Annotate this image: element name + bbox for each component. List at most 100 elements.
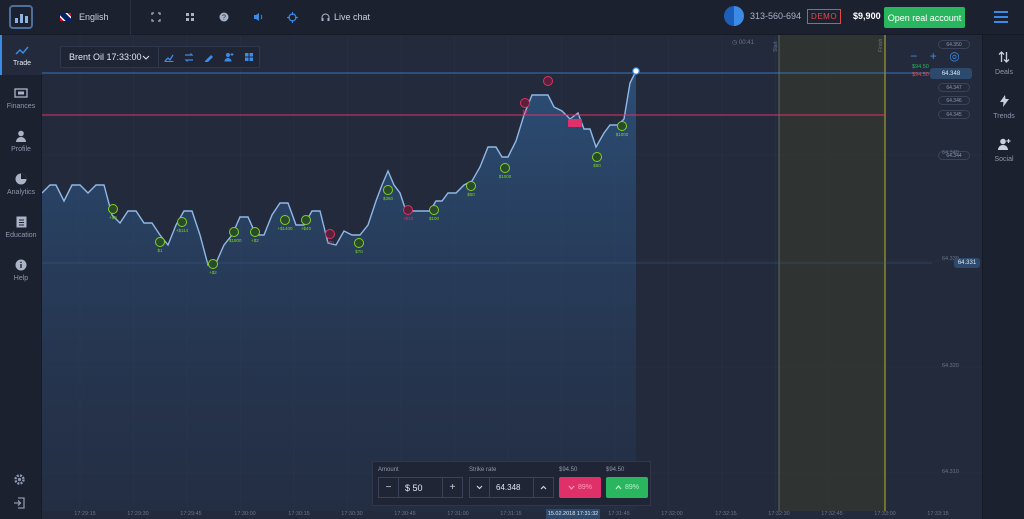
deal-marker[interactable] [177, 217, 187, 227]
time-tick: 17:32:00 [661, 511, 683, 517]
call-price-label: $94.50 [606, 467, 625, 473]
logo[interactable] [0, 0, 42, 35]
sort-arrows-icon [998, 50, 1010, 66]
deal-amount-label: $1 [157, 248, 163, 253]
put-button[interactable]: 89% [559, 477, 601, 498]
sidebar-item-education[interactable]: Education [0, 207, 42, 247]
deal-marker[interactable] [325, 229, 335, 239]
sidebar-item-label: Education [5, 231, 37, 239]
wallet-icon [14, 87, 28, 99]
strike-up-icon[interactable] [533, 478, 553, 497]
sound-icon[interactable] [251, 10, 265, 24]
put-payout: 89% [577, 484, 592, 491]
strike-rate-stepper[interactable]: 64.348 [469, 477, 554, 498]
deal-marker[interactable] [301, 215, 311, 225]
deal-marker[interactable] [592, 152, 602, 162]
time-tick: 17:30:45 [394, 511, 416, 517]
deal-marker[interactable] [155, 237, 165, 247]
deal-marker[interactable] [500, 163, 510, 173]
deal-marker[interactable] [280, 215, 290, 225]
price-box: 64.344 [938, 151, 970, 160]
grid-icon[interactable] [183, 10, 197, 24]
time-frame-icon[interactable] [179, 46, 199, 68]
deal-marker[interactable] [543, 76, 553, 86]
amount-stepper[interactable]: − $ 50 + [378, 477, 463, 498]
sidebar-item-analytics[interactable]: Analytics [0, 164, 42, 204]
indicators-icon[interactable] [219, 46, 239, 68]
sidebar-item-social[interactable]: Social [983, 130, 1024, 170]
trade-panel: Amount − $ 50 + Strike rate 64.348 $94.5… [372, 461, 651, 506]
chevron-down-icon [142, 55, 150, 60]
deal-marker[interactable] [520, 98, 530, 108]
sidebar-item-trends[interactable]: Trends [983, 87, 1024, 127]
deal-marker[interactable] [354, 238, 364, 248]
demo-badge[interactable]: DEMO [807, 8, 842, 24]
lightning-icon [999, 94, 1009, 110]
hamburger-menu-icon[interactable] [994, 11, 1008, 23]
zoom-in-button[interactable]: + [929, 49, 937, 63]
time-tick: 17:31:45 [608, 511, 630, 517]
asset-select[interactable]: Brent Oil 17:33:00 [61, 46, 159, 68]
live-chat-label: Live chat [334, 12, 371, 22]
sidebar-item-label: Help [13, 274, 29, 282]
logout-icon[interactable] [13, 497, 27, 511]
deal-marker[interactable] [250, 227, 260, 237]
live-chat-button[interactable]: Live chat [321, 12, 370, 22]
price-tick: 64.310 [942, 469, 959, 475]
start-line-label: Start [773, 41, 779, 52]
deal-marker[interactable] [429, 205, 439, 215]
deal-marker[interactable] [617, 121, 627, 131]
price-tick: 64.340 [942, 150, 959, 156]
zoom-out-button[interactable]: − [910, 49, 918, 63]
price-box: 64.350 [938, 40, 970, 49]
drawing-tools-icon[interactable] [199, 46, 219, 68]
sidebar-item-deals[interactable]: Deals [983, 43, 1024, 83]
sidebar-item-label: Profile [11, 145, 31, 153]
deal-marker[interactable] [383, 185, 393, 195]
price-axis: 64.350 64.347 64.346 64.345 64.344 64.34… [934, 35, 982, 519]
language-selector[interactable]: English [60, 12, 130, 22]
sidebar-item-finances[interactable]: Finances [0, 78, 42, 118]
user-icon [14, 130, 28, 142]
strike-rate-input[interactable]: 64.348 [496, 483, 521, 492]
sidebar-item-profile[interactable]: Profile [0, 121, 42, 161]
amount-input[interactable]: $ 50 [405, 482, 423, 493]
target-icon[interactable] [285, 10, 299, 24]
fullscreen-icon[interactable] [149, 10, 163, 24]
help-circle-icon[interactable]: ? [217, 10, 231, 24]
deal-amount-label: +$40 [300, 226, 312, 231]
recenter-target-icon[interactable]: ◎ [949, 49, 960, 63]
time-tick: 17:30:30 [341, 511, 363, 517]
deal-marker[interactable] [108, 204, 118, 214]
deal-amount-label: +$1800 [226, 238, 242, 243]
finish-line-label: Finish [878, 38, 884, 52]
price-chart[interactable] [42, 35, 982, 519]
amount-decrease-button[interactable]: − [379, 478, 399, 497]
sidebar-item-trade[interactable]: Trade [0, 35, 42, 75]
settings-gear-icon[interactable] [13, 473, 27, 487]
deal-marker[interactable] [229, 227, 239, 237]
strike-rate-label: Strike rate [469, 467, 497, 473]
strike-down-icon[interactable] [470, 478, 490, 497]
headset-icon [321, 13, 330, 21]
call-button[interactable]: 89% [606, 477, 648, 498]
deal-marker[interactable] [403, 205, 413, 215]
uk-flag-icon [60, 13, 71, 21]
divider [130, 0, 131, 35]
time-tick: 17:33:15 [927, 511, 949, 517]
deal-marker[interactable] [466, 181, 476, 191]
layout-icon[interactable] [239, 46, 259, 68]
sidebar-item-help[interactable]: Help [0, 250, 42, 290]
price-box: 64.345 [938, 110, 970, 119]
chart-toolbar: Brent Oil 17:33:00 [60, 46, 260, 68]
account-info[interactable]: 313-560-694 DEMO $9,900 [724, 6, 881, 26]
amount-increase-button[interactable]: + [442, 478, 462, 497]
open-real-account-button[interactable]: Open real account [884, 7, 965, 28]
account-id: 313-560-694 [750, 11, 802, 21]
chart-type-icon[interactable] [159, 46, 179, 68]
put-badge [568, 119, 582, 127]
deal-marker[interactable] [208, 259, 218, 269]
avatar[interactable] [724, 6, 744, 26]
right-sidebar: Deals Trends Social [982, 35, 1024, 519]
svg-text:?: ? [222, 15, 226, 22]
